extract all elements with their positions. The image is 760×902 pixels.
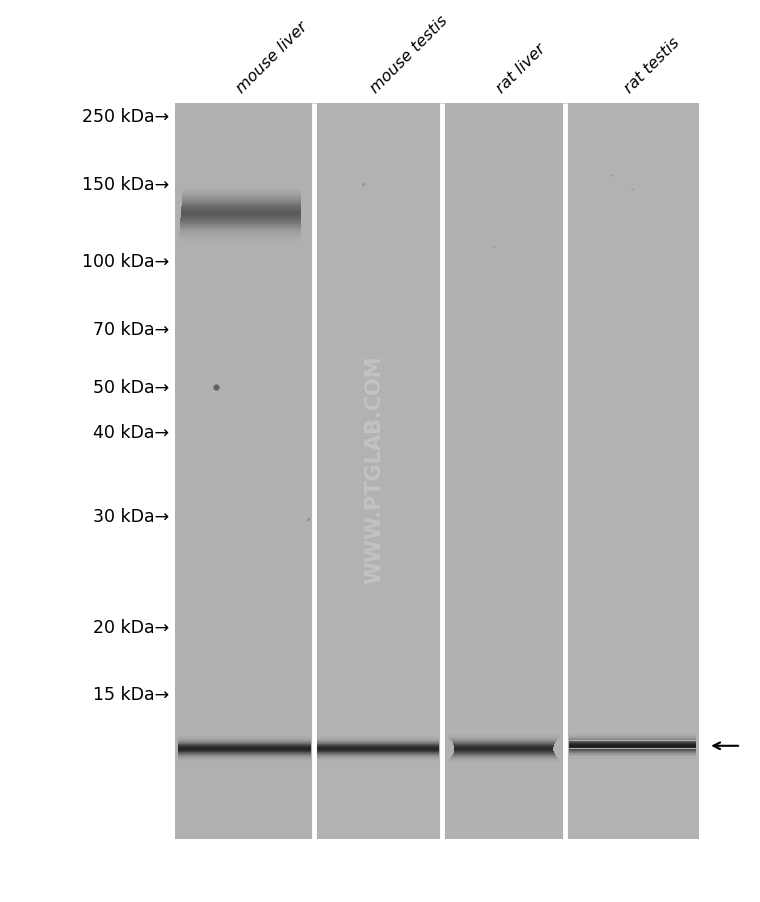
Text: mouse liver: mouse liver	[233, 20, 311, 97]
Bar	[175, 104, 699, 839]
Text: 15 kDa→: 15 kDa→	[93, 686, 169, 704]
Text: ,: ,	[306, 511, 309, 521]
Bar	[175, 104, 314, 839]
Text: 150 kDa→: 150 kDa→	[81, 176, 169, 194]
Text: rat liver: rat liver	[493, 41, 548, 97]
Text: 250 kDa→: 250 kDa→	[81, 108, 169, 126]
Bar	[442, 104, 565, 839]
Text: WWW.PTGLAB.COM: WWW.PTGLAB.COM	[364, 354, 384, 584]
Text: 20 kDa→: 20 kDa→	[93, 618, 169, 636]
Text: 100 kDa→: 100 kDa→	[81, 253, 169, 271]
Bar	[565, 104, 699, 839]
Text: 40 kDa→: 40 kDa→	[93, 424, 169, 442]
Text: 30 kDa→: 30 kDa→	[93, 507, 169, 525]
Text: rat testis: rat testis	[622, 35, 682, 97]
Text: 70 kDa→: 70 kDa→	[93, 320, 169, 338]
Text: 50 kDa→: 50 kDa→	[93, 379, 169, 397]
Text: mouse testis: mouse testis	[367, 14, 451, 97]
Bar	[314, 104, 442, 839]
